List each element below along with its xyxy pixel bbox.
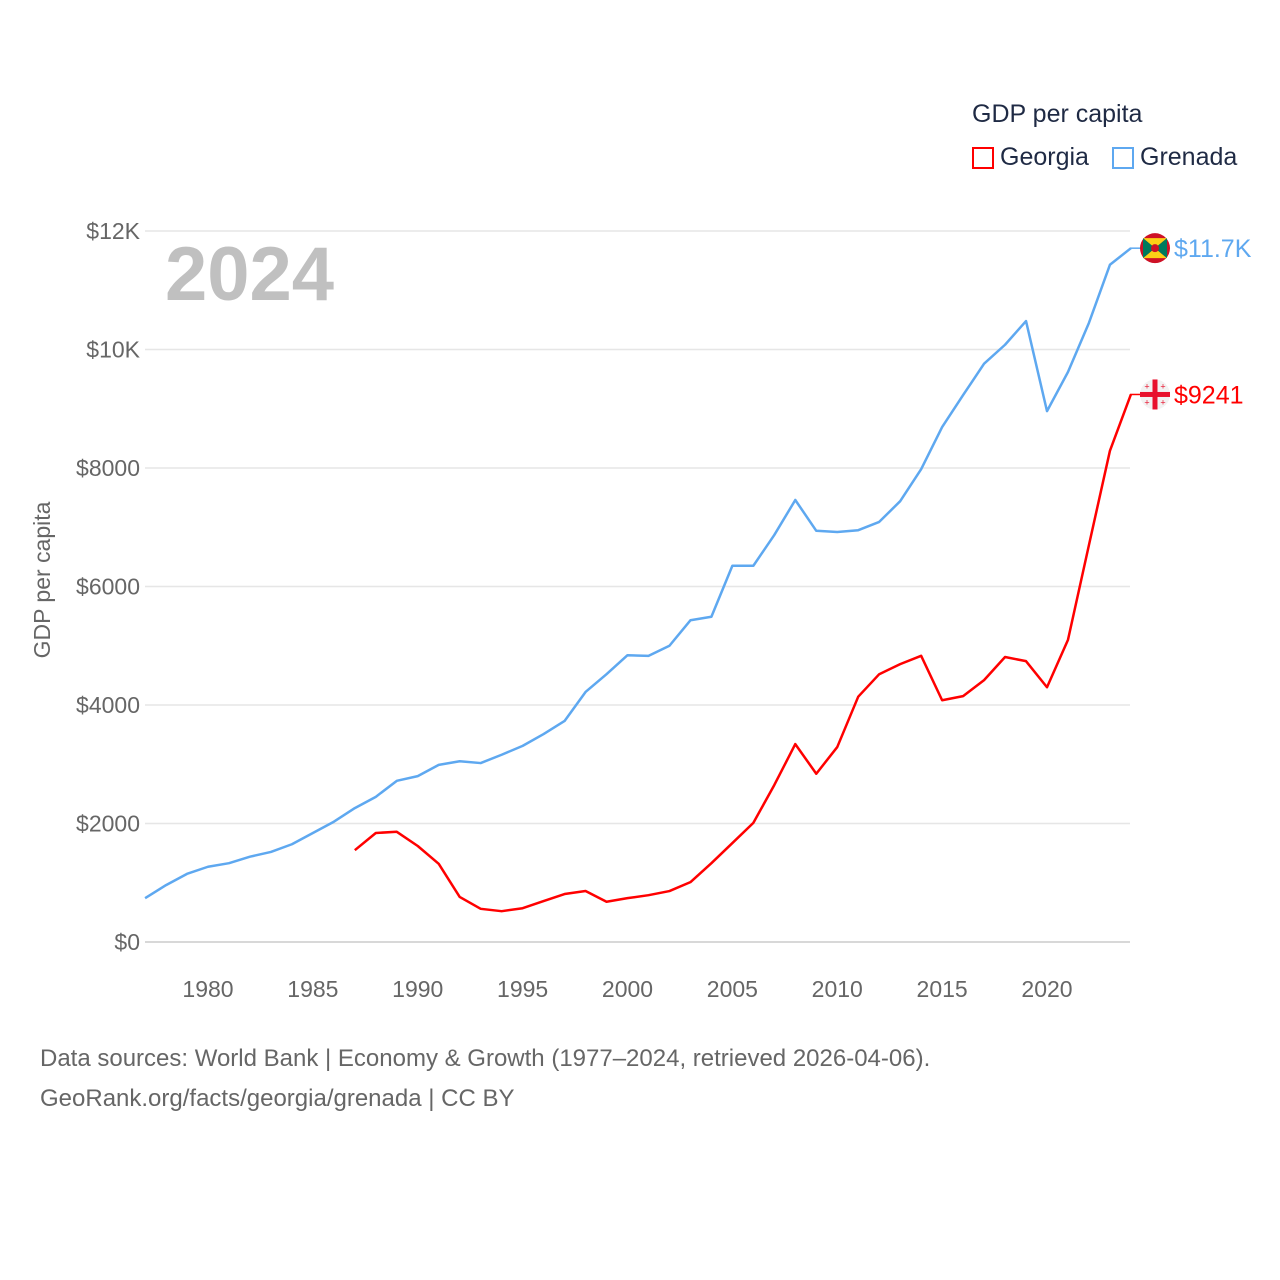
x-tick-label: 2000: [602, 976, 653, 1002]
y-tick-label: $4000: [76, 692, 140, 718]
y-tick-label: $2000: [76, 811, 140, 837]
y-tick-label: $12K: [86, 218, 140, 244]
legend-item-grenada[interactable]: Grenada: [1112, 143, 1237, 172]
x-tick-label: 1995: [497, 976, 548, 1002]
flag-part: [1143, 238, 1155, 259]
x-tick-label: 2005: [707, 976, 758, 1002]
legend-label: Grenada: [1140, 143, 1238, 171]
y-axis-label: GDP per capita: [29, 501, 55, 658]
footer-link[interactable]: GeoRank.org/facts/georgia/grenada | CC B…: [40, 1085, 515, 1112]
flag-part: +: [1144, 381, 1149, 391]
legend-title: GDP per capita: [972, 100, 1143, 128]
flag-part: [1143, 248, 1167, 259]
y-tick-label: $8000: [76, 455, 140, 481]
x-tick-label: 2010: [812, 976, 863, 1002]
y-tick-label: $6000: [76, 574, 140, 600]
x-tick-label: 2020: [1021, 976, 1072, 1002]
x-tick-label: 1990: [392, 976, 443, 1002]
end-value-label: $11.7K: [1174, 235, 1252, 263]
georgia-flag-icon: + + + +: [1140, 379, 1170, 410]
end-value-label: $9241: [1174, 381, 1244, 409]
flag-part: [1143, 238, 1167, 249]
flag-part: +: [1144, 397, 1149, 407]
flag-part: [1152, 379, 1158, 410]
x-tick-label: 1985: [287, 976, 338, 1002]
legend-swatch-georgia: [972, 146, 994, 169]
flag-part: +: [1160, 381, 1165, 391]
footer-sources: Data sources: World Bank | Economy & Gro…: [40, 1045, 931, 1072]
x-tick-label: 2015: [917, 976, 968, 1002]
flag-part: +: [1160, 397, 1165, 407]
legend-label: Georgia: [1000, 143, 1089, 171]
series-line-georgia: [354, 394, 1133, 913]
legend-item-georgia[interactable]: Georgia: [972, 143, 1089, 172]
flag-part: [1151, 244, 1159, 253]
x-tick-label: 1980: [182, 976, 233, 1002]
series-line-grenada: [144, 247, 1132, 900]
y-tick-label: $10K: [86, 337, 140, 363]
y-tick-label: $0: [114, 929, 140, 955]
grenada-flag-icon: [1140, 233, 1170, 264]
year-watermark: 2024: [165, 232, 334, 317]
legend-swatch-grenada: [1112, 146, 1134, 169]
flag-part: [1155, 238, 1167, 259]
